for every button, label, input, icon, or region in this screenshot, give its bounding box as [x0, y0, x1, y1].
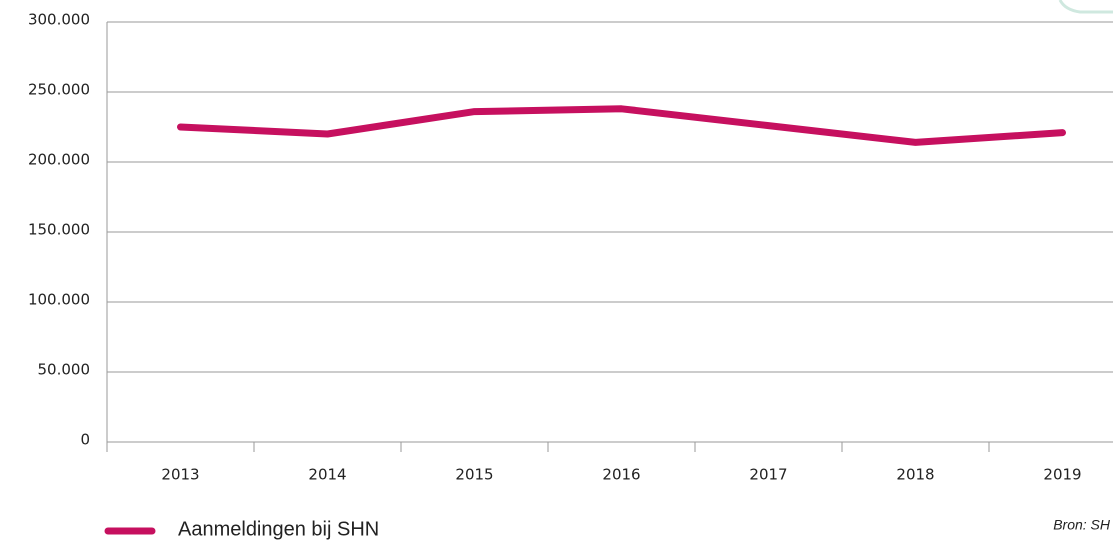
y-tick-label: 300.000	[28, 11, 90, 29]
legend-label: Aanmeldingen bij SHN	[178, 518, 379, 540]
source-note: Bron: SH	[1053, 517, 1111, 533]
x-tick-label: 2014	[308, 466, 346, 484]
data-line	[177, 105, 1066, 146]
x-tick-label: 2018	[896, 466, 934, 484]
y-tick-label: 150.000	[28, 221, 90, 239]
x-tick-label: 2016	[602, 466, 640, 484]
x-tick-label: 2017	[749, 466, 787, 484]
y-tick-label: 50.000	[38, 361, 91, 379]
y-tick-label: 100.000	[28, 291, 90, 309]
y-tick-label: 200.000	[28, 151, 90, 169]
x-tick-label: 2013	[161, 466, 199, 484]
y-tick-label: 250.000	[28, 81, 90, 99]
x-tick-label: 2015	[455, 466, 493, 484]
corner-decoration	[1058, 0, 1113, 14]
y-tick-label: 0	[80, 431, 90, 449]
x-tick-label: 2019	[1043, 466, 1081, 484]
